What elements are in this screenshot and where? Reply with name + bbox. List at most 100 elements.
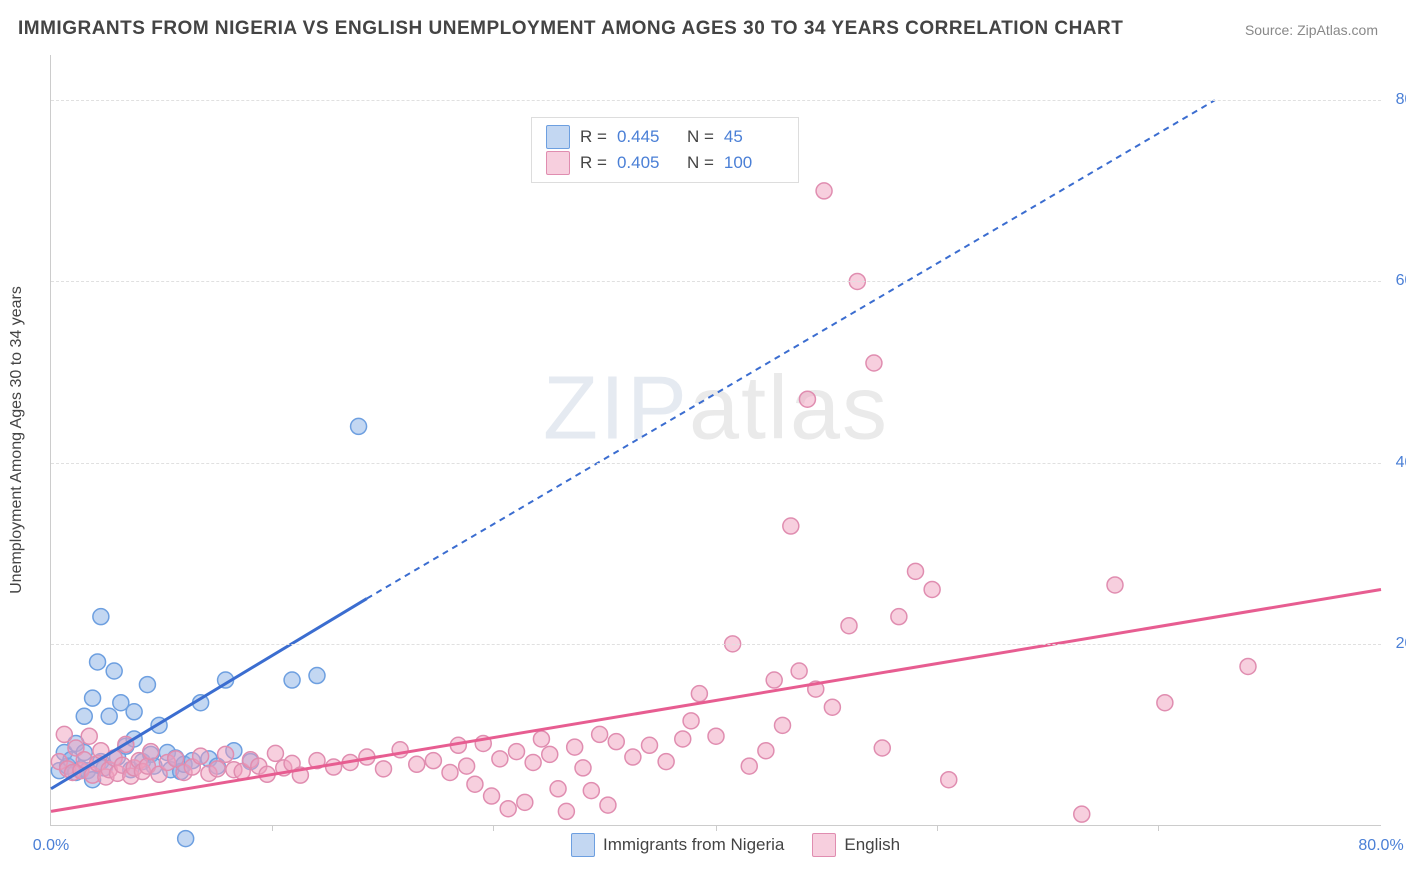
data-point-english <box>484 788 500 804</box>
data-point-english <box>542 746 558 762</box>
r-value-english: 0.405 <box>617 150 677 176</box>
r-label: R = <box>580 124 607 150</box>
data-point-english <box>799 391 815 407</box>
data-point-english <box>193 748 209 764</box>
data-point-english <box>442 764 458 780</box>
n-value-english: 100 <box>724 150 784 176</box>
data-point-english <box>924 581 940 597</box>
data-point-english <box>509 744 525 760</box>
data-point-nigeria <box>85 690 101 706</box>
y-axis-label: Unemployment Among Ages 30 to 34 years <box>8 286 26 594</box>
trend-line <box>51 589 1381 811</box>
data-point-english <box>691 686 707 702</box>
swatch-nigeria-icon <box>571 833 595 857</box>
data-point-english <box>376 761 392 777</box>
data-point-english <box>766 672 782 688</box>
legend-row-nigeria: R = 0.445 N = 45 <box>546 124 784 150</box>
legend-item-english: English <box>812 833 900 857</box>
data-point-english <box>741 758 757 774</box>
data-point-english <box>81 728 97 744</box>
n-label: N = <box>687 150 714 176</box>
data-point-english <box>824 699 840 715</box>
data-point-english <box>592 726 608 742</box>
data-point-english <box>467 776 483 792</box>
data-point-english <box>775 717 791 733</box>
swatch-nigeria <box>546 125 570 149</box>
data-point-nigeria <box>284 672 300 688</box>
data-point-english <box>1157 695 1173 711</box>
x-tick <box>1158 825 1159 831</box>
data-point-english <box>267 745 283 761</box>
data-point-english <box>816 183 832 199</box>
data-point-english <box>600 797 616 813</box>
data-point-english <box>533 731 549 747</box>
swatch-english-icon <box>812 833 836 857</box>
series-legend: Immigrants from Nigeria English <box>571 833 900 857</box>
data-point-english <box>500 801 516 817</box>
legend-row-english: R = 0.405 N = 100 <box>546 150 784 176</box>
data-point-english <box>525 754 541 770</box>
n-value-nigeria: 45 <box>724 124 784 150</box>
data-point-english <box>841 618 857 634</box>
data-point-nigeria <box>126 704 142 720</box>
grid-line <box>51 463 1381 464</box>
x-tick-label: 0.0% <box>33 837 69 855</box>
data-point-nigeria <box>309 668 325 684</box>
x-tick <box>272 825 273 831</box>
data-point-english <box>908 563 924 579</box>
data-point-english <box>874 740 890 756</box>
data-point-english <box>550 781 566 797</box>
data-point-english <box>683 713 699 729</box>
y-tick-label: 60.0% <box>1386 272 1406 290</box>
y-tick-label: 40.0% <box>1386 454 1406 472</box>
data-point-english <box>1107 577 1123 593</box>
grid-line <box>51 281 1381 282</box>
data-point-english <box>409 756 425 772</box>
data-point-english <box>209 761 225 777</box>
data-point-english <box>459 758 475 774</box>
data-point-english <box>56 726 72 742</box>
n-label: N = <box>687 124 714 150</box>
y-tick-label: 20.0% <box>1386 635 1406 653</box>
x-tick <box>937 825 938 831</box>
x-tick-label: 80.0% <box>1358 837 1403 855</box>
data-point-english <box>783 518 799 534</box>
data-point-english <box>492 751 508 767</box>
data-point-english <box>791 663 807 679</box>
data-point-nigeria <box>139 677 155 693</box>
x-tick <box>716 825 717 831</box>
data-point-english <box>642 737 658 753</box>
data-point-english <box>625 749 641 765</box>
legend-label-english: English <box>844 835 900 855</box>
data-point-english <box>891 609 907 625</box>
data-point-english <box>567 739 583 755</box>
data-point-english <box>218 746 234 762</box>
data-point-nigeria <box>178 831 194 847</box>
grid-line <box>51 644 1381 645</box>
legend-label-nigeria: Immigrants from Nigeria <box>603 835 784 855</box>
data-point-english <box>866 355 882 371</box>
data-point-english <box>517 794 533 810</box>
swatch-english <box>546 151 570 175</box>
data-point-nigeria <box>93 609 109 625</box>
y-tick-label: 80.0% <box>1386 91 1406 109</box>
data-point-english <box>143 744 159 760</box>
data-point-nigeria <box>76 708 92 724</box>
data-point-nigeria <box>101 708 117 724</box>
grid-line <box>51 100 1381 101</box>
legend-item-nigeria: Immigrants from Nigeria <box>571 833 784 857</box>
data-point-english <box>708 728 724 744</box>
data-point-english <box>425 753 441 769</box>
data-point-nigeria <box>106 663 122 679</box>
data-point-english <box>608 734 624 750</box>
source-attribution: Source: ZipAtlas.com <box>1245 22 1378 38</box>
chart-plot-area: ZIPatlas R = 0.445 N = 45 R = 0.405 N = … <box>50 55 1381 826</box>
data-point-nigeria <box>351 418 367 434</box>
r-value-nigeria: 0.445 <box>617 124 677 150</box>
data-point-english <box>575 760 591 776</box>
data-point-english <box>1074 806 1090 822</box>
data-point-english <box>658 754 674 770</box>
correlation-legend: R = 0.445 N = 45 R = 0.405 N = 100 <box>531 117 799 183</box>
data-point-english <box>583 783 599 799</box>
data-point-nigeria <box>90 654 106 670</box>
